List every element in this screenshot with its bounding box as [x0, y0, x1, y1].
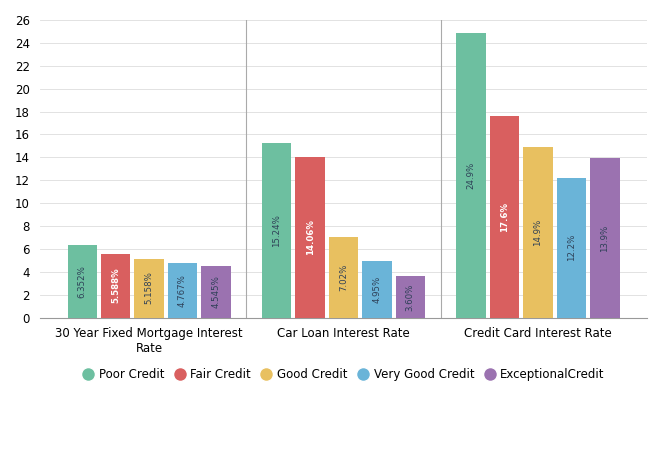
Text: 14.06%: 14.06% [306, 219, 314, 255]
Text: 15.24%: 15.24% [272, 214, 281, 247]
Text: 3.60%: 3.60% [406, 283, 415, 311]
Bar [523, 147, 553, 317]
Legend: Poor Credit, Fair Credit, Good Credit, Very Good Credit, ExceptionalCredit: Poor Credit, Fair Credit, Good Credit, V… [78, 364, 609, 386]
Text: 17.6%: 17.6% [500, 202, 509, 232]
Text: 12.2%: 12.2% [567, 234, 576, 261]
Bar [490, 116, 519, 317]
Bar [262, 143, 292, 317]
Text: 6.352%: 6.352% [78, 265, 87, 298]
Text: 5.588%: 5.588% [111, 268, 120, 304]
Bar [362, 261, 391, 317]
Bar [296, 157, 325, 317]
Text: 7.02%: 7.02% [339, 264, 348, 291]
Text: 13.9%: 13.9% [600, 224, 609, 251]
Text: 4.545%: 4.545% [211, 275, 221, 308]
Text: 14.9%: 14.9% [533, 219, 543, 246]
Bar [101, 254, 130, 317]
Bar [329, 237, 359, 317]
Bar [134, 259, 164, 317]
Bar [201, 265, 231, 317]
Bar [590, 158, 619, 317]
Text: 4.767%: 4.767% [178, 274, 187, 307]
Bar [68, 245, 97, 317]
Text: 24.9%: 24.9% [467, 162, 476, 189]
Text: 5.158%: 5.158% [145, 272, 154, 304]
Text: 4.95%: 4.95% [373, 276, 381, 303]
Bar [395, 276, 425, 317]
Bar [456, 33, 486, 317]
Bar [168, 263, 197, 317]
Bar [557, 178, 586, 317]
